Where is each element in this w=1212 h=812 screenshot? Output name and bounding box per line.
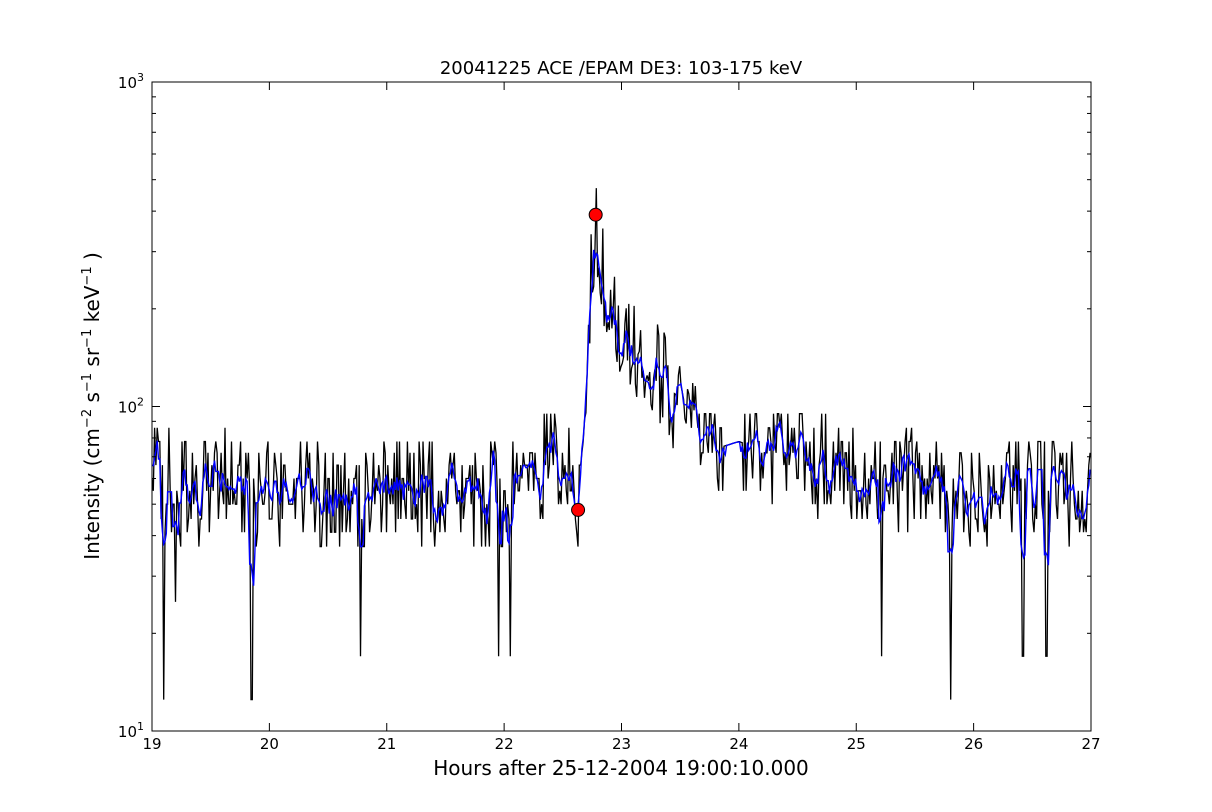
x-tick-label: 25 <box>847 735 866 753</box>
x-tick-label: 22 <box>495 735 514 753</box>
x-tick-label: 21 <box>377 735 396 753</box>
event-marker-2 <box>571 502 586 517</box>
raw-intensity-line <box>152 188 1091 701</box>
x-tick-label: 26 <box>964 735 983 753</box>
x-axis-label: Hours after 25-12-2004 19:00:10.000 <box>433 756 809 780</box>
y-tick-label: 102 <box>118 396 144 417</box>
y-axis-label: Intensity (cm−2 s−1 sr−1 keV−1 ) <box>80 252 104 560</box>
y-tick-label: 103 <box>118 71 144 92</box>
smoothed-intensity-line <box>152 249 1091 586</box>
y-tick-label: 101 <box>118 720 144 741</box>
x-tick-label: 23 <box>612 735 631 753</box>
x-tick-label: 20 <box>260 735 279 753</box>
event-marker-1 <box>588 207 603 222</box>
x-tick-label: 24 <box>729 735 748 753</box>
x-tick-label: 19 <box>142 735 161 753</box>
x-tick-label: 27 <box>1081 735 1100 753</box>
chart-title: 20041225 ACE /EPAM DE3: 103-175 keV <box>440 58 803 79</box>
